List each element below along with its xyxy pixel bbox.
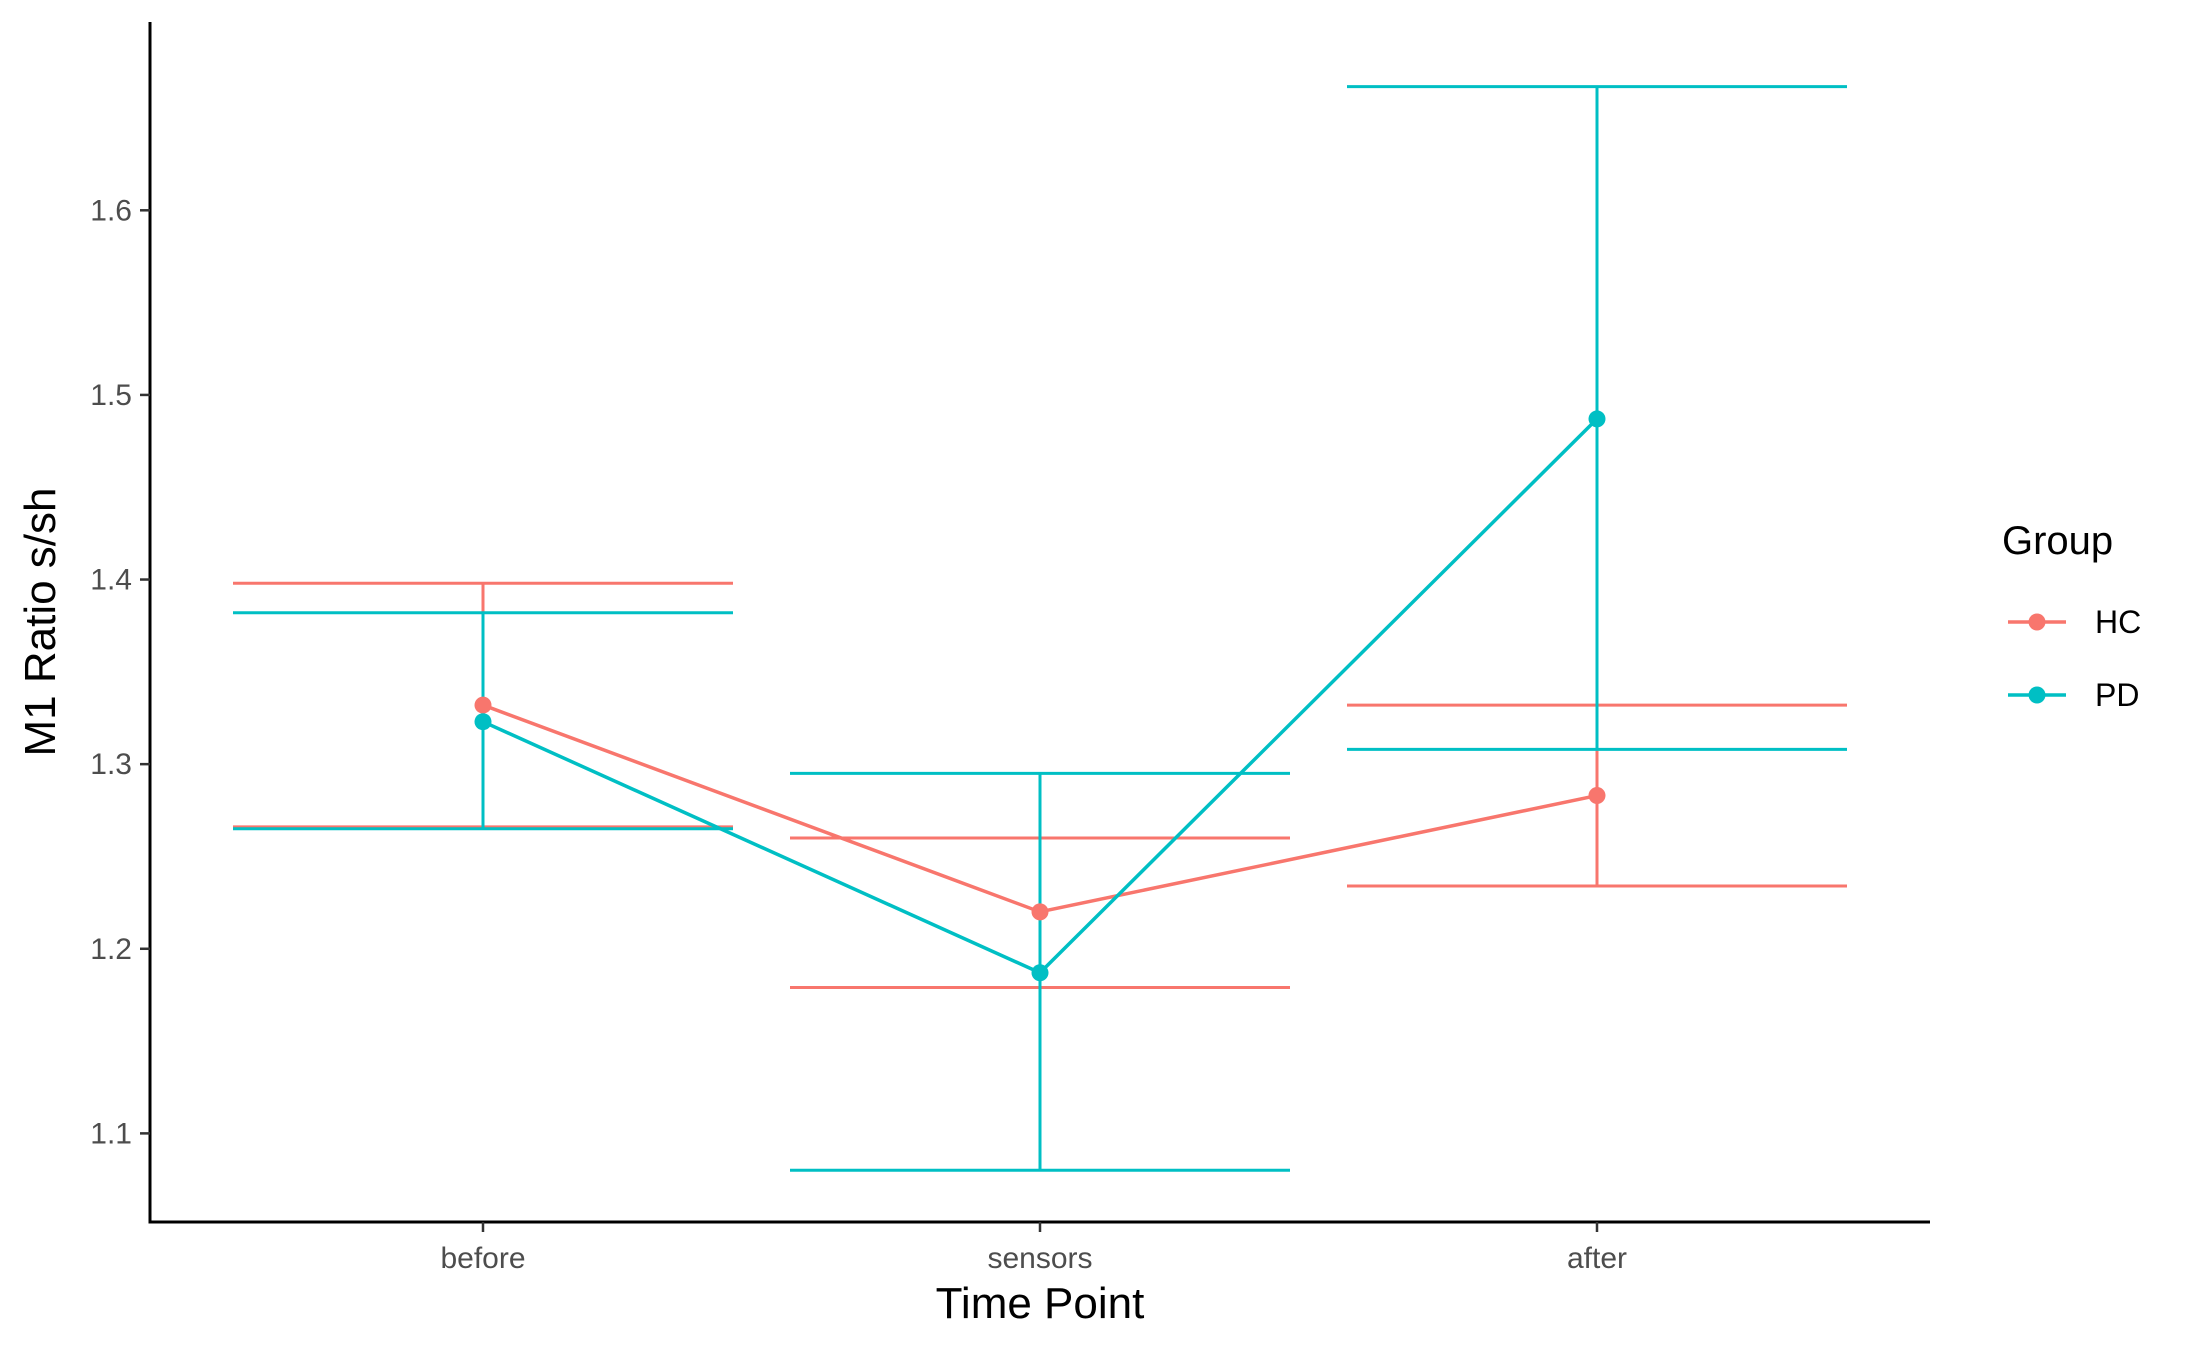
legend: Group HC PD [2002,519,2141,713]
data-point-hc [1588,787,1606,805]
legend-key-point-pd [2028,686,2046,704]
data-points [474,410,1606,982]
data-point-pd [1031,964,1049,982]
x-tick-label: sensors [987,1242,1092,1275]
x-tick-label: after [1567,1242,1627,1275]
legend-key-point-hc [2028,613,2046,631]
legend-items: HC PD [2008,604,2141,713]
y-axis-title: M1 Ratio s/sh [16,488,65,757]
y-tick-label: 1.3 [90,748,132,781]
data-point-hc [474,696,492,714]
legend-item-hc: HC [2008,604,2141,640]
y-tick-label: 1.1 [90,1117,132,1150]
y-tick-label: 1.5 [90,379,132,412]
legend-label-pd: PD [2095,677,2139,713]
data-point-pd [1588,410,1606,428]
error-bars [233,85,1847,1172]
x-axis-title: Time Point [936,1279,1145,1328]
x-tick-label: before [440,1242,525,1275]
y-tick-label: 1.6 [90,194,132,227]
legend-item-pd: PD [2008,677,2139,713]
y-tick-label: 1.4 [90,564,132,597]
legend-label-hc: HC [2095,604,2141,640]
data-point-hc [1031,903,1049,921]
tick-labels: 1.1 1.2 1.3 1.4 1.5 1.6 before sensors after [90,194,1627,1275]
axes [140,22,1930,1232]
y-tick-label: 1.2 [90,933,132,966]
data-point-pd [474,713,492,731]
legend-title: Group [2002,519,2113,563]
